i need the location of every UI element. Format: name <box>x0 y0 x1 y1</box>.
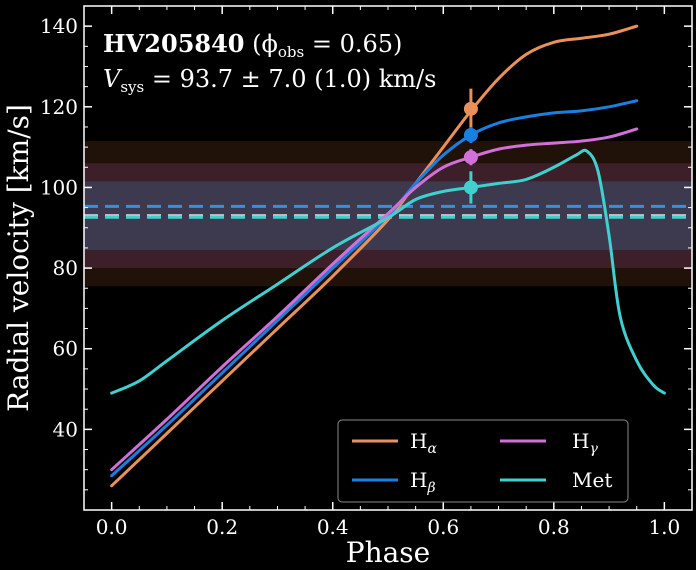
velocity-curves <box>110 24 666 488</box>
legend-box <box>337 419 629 503</box>
marker-point-0 <box>463 101 478 116</box>
annotation-line-1: HV205840 (ϕobs = 0.65) <box>103 29 402 61</box>
object-name: HV205840 <box>103 29 245 58</box>
x-tick-label: 0.2 <box>206 515 238 539</box>
annotation-line-2: Vsys = 93.7 ± 7.0 (1.0) km/s <box>103 65 436 96</box>
legend-label-halpha: Hα <box>410 429 437 457</box>
y-tick-label: 40 <box>53 417 78 441</box>
marker-point-2 <box>463 150 478 165</box>
legend-label-met: Met <box>572 468 612 492</box>
series-line-hα <box>110 24 639 488</box>
y-tick-label: 120 <box>40 95 78 119</box>
x-axis-title: Phase <box>346 536 431 569</box>
y-tick-label: 140 <box>40 14 78 38</box>
x-tick-label: 0.6 <box>427 515 459 539</box>
observed-phase-markers <box>463 88 478 204</box>
series-line-met <box>110 148 666 395</box>
y-tick-label: 80 <box>53 256 78 280</box>
y-axis-title: Radial velocity [km/s] <box>2 104 35 412</box>
vsys-value: = 93.7 ± 7.0 (1.0) km/s <box>144 65 436 93</box>
marker-point-1 <box>463 128 478 143</box>
vsys-sub: sys <box>120 78 144 96</box>
legend-label-hbeta: Hβ <box>410 468 436 496</box>
marker-point-3 <box>463 180 478 195</box>
x-tick-label: 1.0 <box>648 515 680 539</box>
legend: Hα Hβ Hγ Met <box>337 419 629 503</box>
x-tick-label: 0.4 <box>317 515 349 539</box>
phase-value: = 0.65) <box>304 30 402 58</box>
legend-label-hgamma: Hγ <box>572 429 598 457</box>
phase-sub: obs <box>278 43 304 61</box>
series-line-hγ <box>110 127 639 472</box>
series-line-hβ <box>110 99 639 478</box>
vsys-label: V <box>103 65 123 93</box>
phase-label: (ϕ <box>252 30 278 58</box>
axis-ticks: 0.0 0.2 0.4 0.6 0.8 1.0 40 60 80 100 120 140 <box>40 5 692 539</box>
x-tick-label: 0.8 <box>538 515 570 539</box>
x-tick-label: 0.0 <box>96 515 128 539</box>
y-tick-label: 60 <box>53 337 78 361</box>
y-tick-label: 100 <box>40 175 78 199</box>
